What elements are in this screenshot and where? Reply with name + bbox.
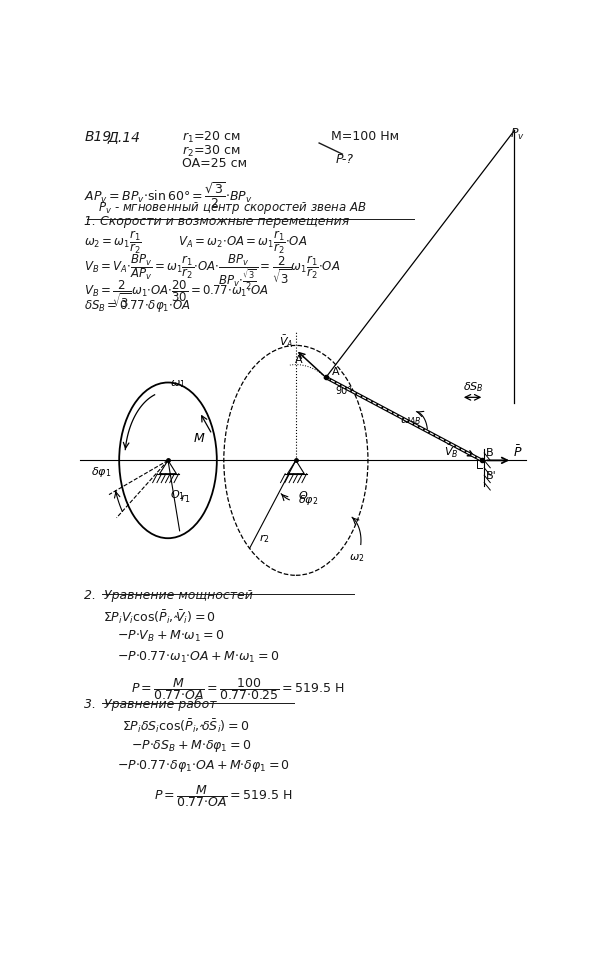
Text: M=100 Нм: M=100 Нм <box>331 130 399 143</box>
Text: $r_1$: $r_1$ <box>179 492 190 505</box>
Text: 3.  Уравнение работ: 3. Уравнение работ <box>84 697 217 711</box>
Text: $P_v$: $P_v$ <box>510 127 524 142</box>
Text: $r_2$=30 см: $r_2$=30 см <box>182 143 241 159</box>
Text: $P=\dfrac{M}{0.77{\cdot}OA}=519.5\ \text{H}$: $P=\dfrac{M}{0.77{\cdot}OA}=519.5\ \text… <box>154 783 293 809</box>
Text: 1. Скорости и возможные перемещения: 1. Скорости и возможные перемещения <box>84 215 350 228</box>
Text: $V_B=\dfrac{2}{\sqrt{3}}\omega_1{\cdot}OA{\cdot}\dfrac{20}{30}=0.77{\cdot}\omega: $V_B=\dfrac{2}{\sqrt{3}}\omega_1{\cdot}O… <box>84 278 269 310</box>
Text: M: M <box>194 431 205 445</box>
Text: $\delta\varphi_1$: $\delta\varphi_1$ <box>91 465 112 480</box>
Text: $P=\dfrac{M}{0.77{\cdot}OA}=\dfrac{100}{0.77{\cdot}0.25}=519.5\ \text{H}$: $P=\dfrac{M}{0.77{\cdot}OA}=\dfrac{100}{… <box>131 676 344 702</box>
Text: $r_2$: $r_2$ <box>259 532 269 545</box>
Text: $-P{\cdot}0.77{\cdot}\delta\varphi_1{\cdot}OA+M{\cdot}\delta\varphi_1=0$: $-P{\cdot}0.77{\cdot}\delta\varphi_1{\cd… <box>117 759 290 774</box>
Text: OA=25 см: OA=25 см <box>182 157 247 170</box>
Text: $\bar{P}$: $\bar{P}$ <box>514 444 523 459</box>
Text: 2.  Уравнение мощностей: 2. Уравнение мощностей <box>84 588 253 602</box>
Text: $\Sigma P_i V_i\cos(\bar{P}_i,\hat{}\bar{V}_i)=0$: $\Sigma P_i V_i\cos(\bar{P}_i,\hat{}\bar… <box>103 608 216 626</box>
Text: $\omega_2$: $\omega_2$ <box>349 553 365 564</box>
Text: Д.14: Д.14 <box>107 130 140 144</box>
Text: $r_1$=20 см: $r_1$=20 см <box>182 130 241 145</box>
Text: $-P{\cdot}V_B+M{\cdot}\omega_1=0$: $-P{\cdot}V_B+M{\cdot}\omega_1=0$ <box>117 629 224 644</box>
Text: $\bar{V}_A$: $\bar{V}_A$ <box>280 334 294 350</box>
Text: $P_v$ - мгновенный центр скоростей звена AB: $P_v$ - мгновенный центр скоростей звена… <box>98 200 367 216</box>
Text: $O$: $O$ <box>298 488 308 501</box>
Text: A: A <box>331 367 339 377</box>
Text: $\delta S_B=0.77{\cdot}\delta\varphi_1{\cdot}OA$: $\delta S_B=0.77{\cdot}\delta\varphi_1{\… <box>84 298 191 314</box>
Text: B: B <box>485 448 493 458</box>
Text: $AP_v=BP_v{\cdot}\sin60°=\dfrac{\sqrt{3}}{2}{\cdot}BP_v$: $AP_v=BP_v{\cdot}\sin60°=\dfrac{\sqrt{3}… <box>84 180 253 210</box>
Text: $\delta\varphi_2$: $\delta\varphi_2$ <box>298 493 319 508</box>
Text: 90°: 90° <box>335 386 352 396</box>
Text: $\bar{V}_B$: $\bar{V}_B$ <box>444 444 458 460</box>
Text: $\Sigma P_i\delta S_i\cos(\bar{P}_i,\hat{}\delta\bar{S}_i)=0$: $\Sigma P_i\delta S_i\cos(\bar{P}_i,\hat… <box>121 716 248 735</box>
Text: $\omega_1$: $\omega_1$ <box>170 378 186 390</box>
Text: $V_B=V_A{\cdot}\dfrac{BP_v}{AP_v}=\omega_1\dfrac{r_1}{r_2}{\cdot}OA{\cdot}\dfrac: $V_B=V_A{\cdot}\dfrac{BP_v}{AP_v}=\omega… <box>84 252 341 292</box>
Text: $-P{\cdot}0.77{\cdot}\omega_1{\cdot}OA+M{\cdot}\omega_1=0$: $-P{\cdot}0.77{\cdot}\omega_1{\cdot}OA+M… <box>117 649 279 664</box>
Text: $\omega_2=\omega_1\dfrac{r_1}{r_2}$          $V_A=\omega_2{\cdot}OA=\omega_1\dfr: $\omega_2=\omega_1\dfrac{r_1}{r_2}$ $V_A… <box>84 228 308 256</box>
Text: $\delta S_B$: $\delta S_B$ <box>463 380 484 394</box>
Text: B19: B19 <box>84 130 112 144</box>
Text: $-P{\cdot}\delta S_B+M{\cdot}\delta\varphi_1=0$: $-P{\cdot}\delta S_B+M{\cdot}\delta\varp… <box>131 738 251 754</box>
Text: B': B' <box>485 471 496 481</box>
Text: A': A' <box>295 354 306 365</box>
Text: P-?: P-? <box>335 152 353 166</box>
Text: $\omega_{AB}$: $\omega_{AB}$ <box>401 415 422 427</box>
Text: $O_1$: $O_1$ <box>170 488 185 503</box>
